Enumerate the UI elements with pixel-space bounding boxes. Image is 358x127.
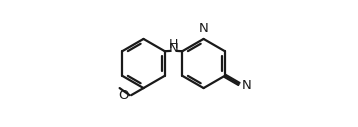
Text: N: N	[242, 79, 252, 92]
Text: O: O	[118, 89, 129, 102]
Text: N: N	[199, 22, 208, 35]
Text: N: N	[169, 42, 178, 55]
Text: H: H	[169, 38, 178, 51]
